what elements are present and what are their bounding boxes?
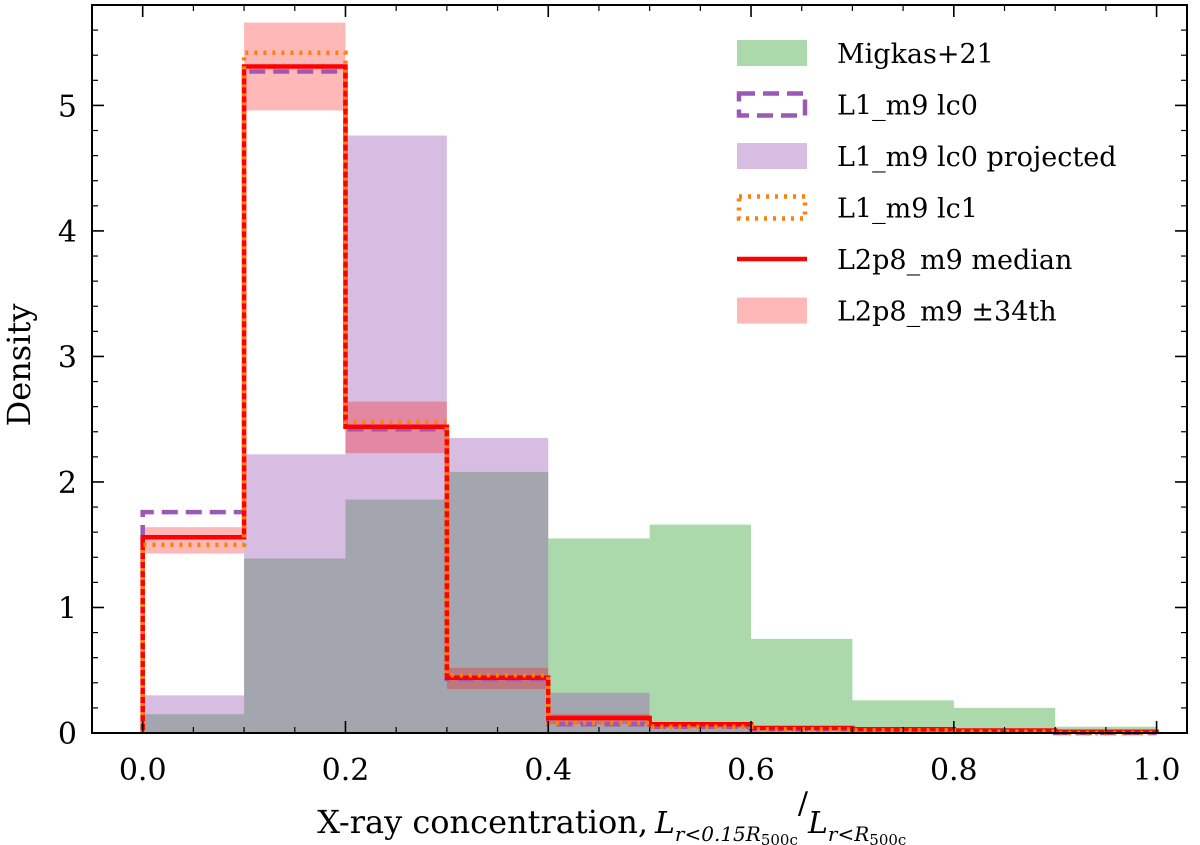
migkas21-bar: [142, 714, 245, 733]
y-tick-label: 2: [58, 466, 77, 501]
x-axis-label-math-part: L: [807, 806, 828, 841]
plot-area: [140, 22, 1159, 736]
x-tick-label: 0.0: [119, 753, 167, 788]
l1-m9-lc0-line: [140, 69, 1157, 736]
x-tick-label: 1.0: [1133, 753, 1181, 788]
x-tick-label: 0.2: [322, 753, 370, 788]
l1-m9-lc0-projected-bar: [446, 438, 549, 733]
plot-frame: [91, 4, 1188, 734]
x-tick-label: 0.6: [727, 753, 775, 788]
y-tick-label: 3: [58, 340, 77, 375]
l1-m9-lc0-projected-bar: [142, 695, 245, 733]
legend-l1-m9-lc0-label: L1_m9 lc0: [837, 91, 978, 122]
axis-labels: Density X-ray concentration, Lr<0.15R500…: [0, 304, 906, 845]
legend-l2p8-m9-34th-label: L2p8_m9 ±34th: [837, 297, 1057, 328]
legend-migkas-21-swatch: [737, 40, 807, 66]
l1-m9-lc0-projected-bar: [548, 692, 650, 733]
migkas21-bar: [345, 499, 447, 733]
x-axis-label-math-part: R: [853, 822, 869, 845]
y-tick-label: 0: [58, 717, 77, 752]
legend-l1-m9-lc0-projected-label: L1_m9 lc0 projected: [837, 142, 1117, 173]
legend-l2p8-m9-median-label: L2p8_m9 median: [837, 245, 1072, 276]
x-axis-label-math-part: /: [798, 786, 809, 821]
y-tick-label: 5: [58, 89, 77, 124]
y-tick-label: 1: [58, 591, 77, 626]
x-axis-label-math-part: r<0.15: [675, 822, 746, 845]
legend-l1-m9-lc0-swatch: [736, 91, 808, 118]
x-axis-label-math-part: r<: [828, 822, 854, 845]
l1-m9-lc0-projected-bar: [345, 135, 447, 733]
l1-m9-lc0-projected-bar: [244, 454, 346, 733]
y-axis-label: Density: [0, 304, 38, 427]
x-axis-label-math-part: R: [745, 822, 761, 845]
migkas21-bar: [649, 524, 752, 733]
axes: 0.0 0.2 0.4 0.6 0.8 1.0 0 1 2 3 4 5: [58, 4, 1188, 788]
legend-l2p8-m9-34th-swatch: [737, 297, 807, 324]
legend-l1-m9-lc1-label: L1_m9 lc1: [837, 194, 978, 225]
migkas21-bar: [548, 538, 650, 733]
x-axis-label-math-part: L: [654, 806, 675, 841]
legend-l1-m9-lc1-swatch: [736, 194, 808, 221]
migkas21-bar: [244, 558, 346, 733]
migkas21-bar: [446, 471, 549, 733]
x-axis-label-math-part: 500c: [869, 831, 906, 845]
l2p8-m9-34th-band: [142, 527, 245, 554]
x-axis-label: X-ray concentration,: [317, 803, 648, 841]
x-axis-label-math-part: 500c: [761, 831, 798, 845]
x-axis-label-math: Lr<0.15R500c/Lr<R500c: [654, 786, 906, 845]
migkas21-bar: [751, 638, 853, 733]
y-tick-label: 4: [58, 215, 77, 250]
x-tick-label: 0.4: [524, 753, 572, 788]
legend-l1-m9-lc0-projected-swatch: [737, 143, 807, 169]
x-tick-label: 0.8: [930, 753, 978, 788]
legend-migkas-21-label: Migkas+21: [837, 39, 994, 70]
legend: Migkas+21 L1_m9 lc0 L1_m9 lc0 projected L1_…: [736, 39, 1117, 328]
